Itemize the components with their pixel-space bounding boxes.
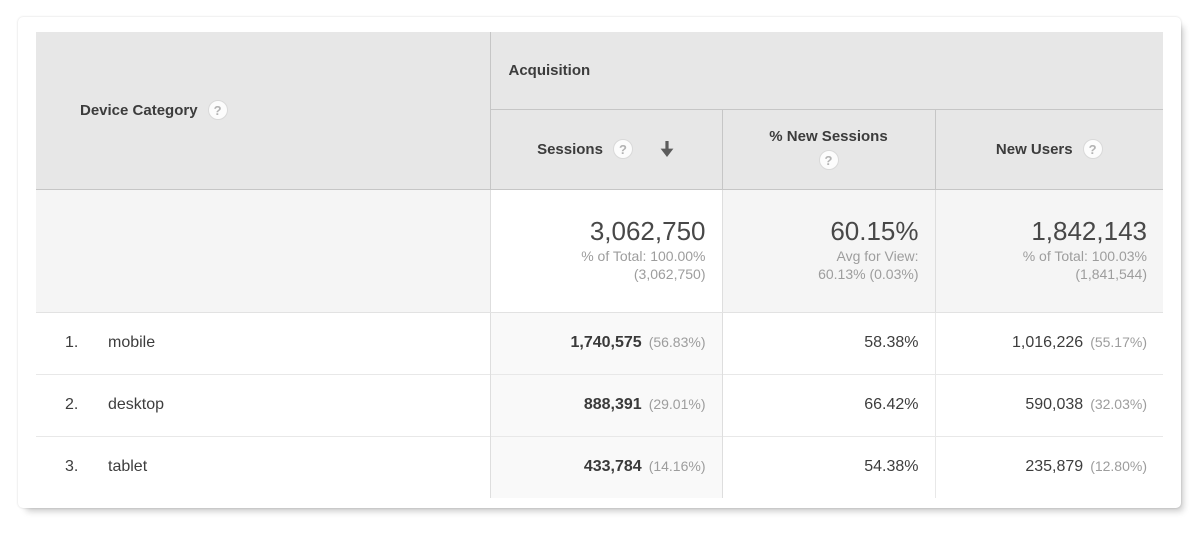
- sessions-pct: (56.83%): [648, 334, 706, 350]
- device-name-cell: 3. tablet: [36, 435, 490, 498]
- totals-row: 3,062,750 % of Total: 100.00% (3,062,750…: [36, 189, 1163, 313]
- new-users-total-value: 1,842,143: [1031, 216, 1147, 247]
- new-users-pct: (55.17%): [1090, 334, 1147, 350]
- new-users-total-pct: % of Total: 100.03%: [1022, 248, 1147, 265]
- table-row-tablet: 3. tablet 433,784 (14.16%) 54.38% 235,879 (…: [36, 435, 1163, 498]
- group-header-acquisition: Acquisition: [489, 32, 1163, 110]
- device-name: desktop: [108, 396, 165, 413]
- new-users-cell: 235,879 (12.80%): [934, 435, 1163, 498]
- new-sessions-avg-label: Avg for View:: [836, 248, 919, 265]
- new-sessions-value: 54.38%: [864, 458, 919, 476]
- column-header-new-users[interactable]: New Users ?: [934, 109, 1163, 190]
- help-icon[interactable]: ?: [207, 100, 228, 121]
- device-name-cell: 2. desktop: [36, 373, 490, 436]
- new-users-pct: (32.03%): [1090, 396, 1147, 412]
- sessions-cell: 433,784 (14.16%): [489, 435, 723, 498]
- new-users-value: 590,038: [1025, 396, 1084, 413]
- sessions-value: 888,391: [583, 396, 642, 413]
- new-sessions-cell: 58.38%: [722, 311, 935, 374]
- new-sessions-value: 58.38%: [864, 334, 919, 351]
- new-sessions-avg-value: 60.13% (0.03%): [818, 266, 919, 283]
- table-row-mobile: 1. mobile 1,740,575 (56.83%) 58.38% 1,016,…: [36, 311, 1163, 374]
- new-sessions-value: 66.42%: [864, 396, 919, 413]
- new-sessions-label: % New Sessions: [769, 128, 888, 145]
- new-users-cell: 1,016,226 (55.17%): [934, 311, 1163, 374]
- new-users-value: 1,016,226: [1012, 334, 1084, 351]
- device-category-label: Device Category: [80, 101, 198, 119]
- column-header-device-category[interactable]: Device Category ?: [36, 32, 490, 190]
- new-users-total-raw: (1,841,544): [1075, 266, 1147, 283]
- totals-new-sessions-cell: 60.15% Avg for View: 60.13% (0.03%): [721, 189, 935, 313]
- table-row-desktop: 2. desktop 888,391 (29.01%) 66.42% 590,038…: [36, 373, 1163, 436]
- acquisition-label: Acquisition: [508, 61, 591, 79]
- sessions-cell: 1,740,575 (56.83%): [489, 311, 723, 374]
- help-icon[interactable]: ?: [612, 139, 633, 159]
- new-sessions-cell: 66.42%: [722, 373, 935, 436]
- help-icon[interactable]: ?: [1082, 139, 1103, 159]
- sessions-total-pct: % of Total: 100.00%: [581, 248, 706, 265]
- device-name: tablet: [108, 458, 148, 476]
- device-name: mobile: [108, 334, 156, 351]
- totals-sessions-cell: 3,062,750 % of Total: 100.00% (3,062,750…: [489, 189, 722, 313]
- row-index: 3.: [65, 458, 79, 476]
- sessions-cell: 888,391 (29.01%): [489, 373, 723, 436]
- row-index: 1.: [65, 334, 79, 351]
- new-sessions-cell: 54.38%: [722, 435, 935, 498]
- sessions-total-raw: (3,062,750): [633, 266, 706, 283]
- new-sessions-total-value: 60.15%: [830, 216, 919, 247]
- column-header-new-sessions[interactable]: % New Sessions ?: [721, 109, 935, 190]
- sessions-value: 1,740,575: [570, 334, 642, 351]
- device-name-cell: 1. mobile: [36, 311, 490, 374]
- totals-dimension-cell: [36, 189, 490, 313]
- help-icon[interactable]: ?: [818, 150, 839, 170]
- report-card: Device Category ? Acquisition Sessions ?: [18, 17, 1181, 508]
- sessions-pct: (29.01%): [648, 396, 706, 412]
- device-category-table: Device Category ? Acquisition Sessions ?: [36, 32, 1163, 498]
- new-users-pct: (12.80%): [1090, 458, 1147, 475]
- new-users-value: 235,879: [1025, 458, 1084, 476]
- totals-new-users-cell: 1,842,143 % of Total: 100.03% (1,841,544…: [934, 189, 1163, 313]
- column-header-sessions[interactable]: Sessions ?: [489, 109, 722, 190]
- sessions-value: 433,784: [583, 458, 642, 476]
- new-users-cell: 590,038 (32.03%): [934, 373, 1163, 436]
- sessions-label: Sessions: [537, 140, 603, 158]
- sort-descending-icon: [659, 140, 675, 158]
- sessions-total-value: 3,062,750: [589, 216, 706, 247]
- new-users-label: New Users: [995, 140, 1073, 158]
- sessions-pct: (14.16%): [648, 458, 706, 475]
- row-index: 2.: [65, 396, 79, 413]
